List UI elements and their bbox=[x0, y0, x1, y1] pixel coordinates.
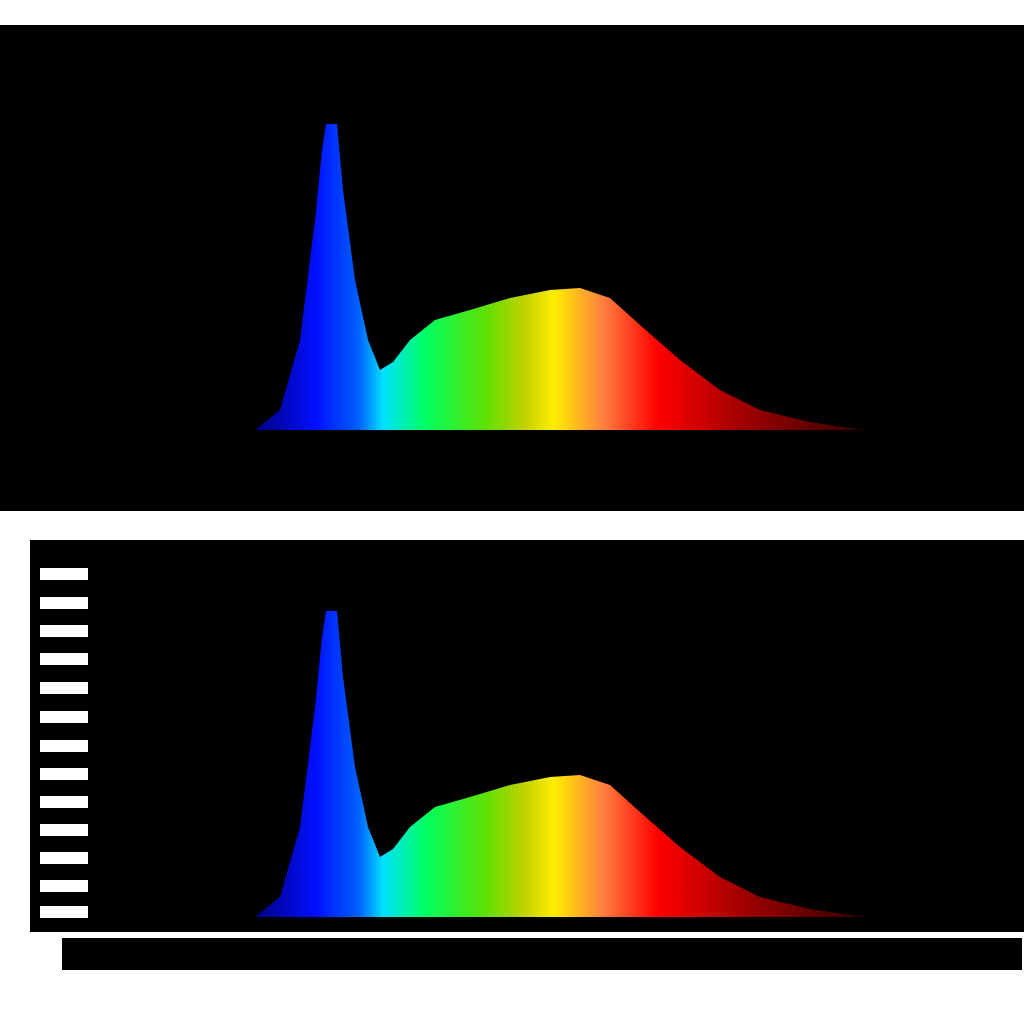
notch bbox=[40, 906, 88, 918]
notch bbox=[40, 740, 88, 752]
notch bbox=[40, 852, 88, 864]
notch bbox=[40, 597, 88, 609]
notch bbox=[40, 653, 88, 665]
notch bbox=[40, 568, 88, 580]
notch bbox=[40, 768, 88, 780]
left-notches bbox=[40, 568, 88, 918]
notch bbox=[40, 796, 88, 808]
top-panel bbox=[0, 25, 1024, 511]
notch bbox=[40, 625, 88, 637]
notch bbox=[40, 711, 88, 723]
notch bbox=[40, 880, 88, 892]
bottom-strip bbox=[62, 938, 1022, 970]
notch bbox=[40, 824, 88, 836]
notch bbox=[40, 682, 88, 694]
